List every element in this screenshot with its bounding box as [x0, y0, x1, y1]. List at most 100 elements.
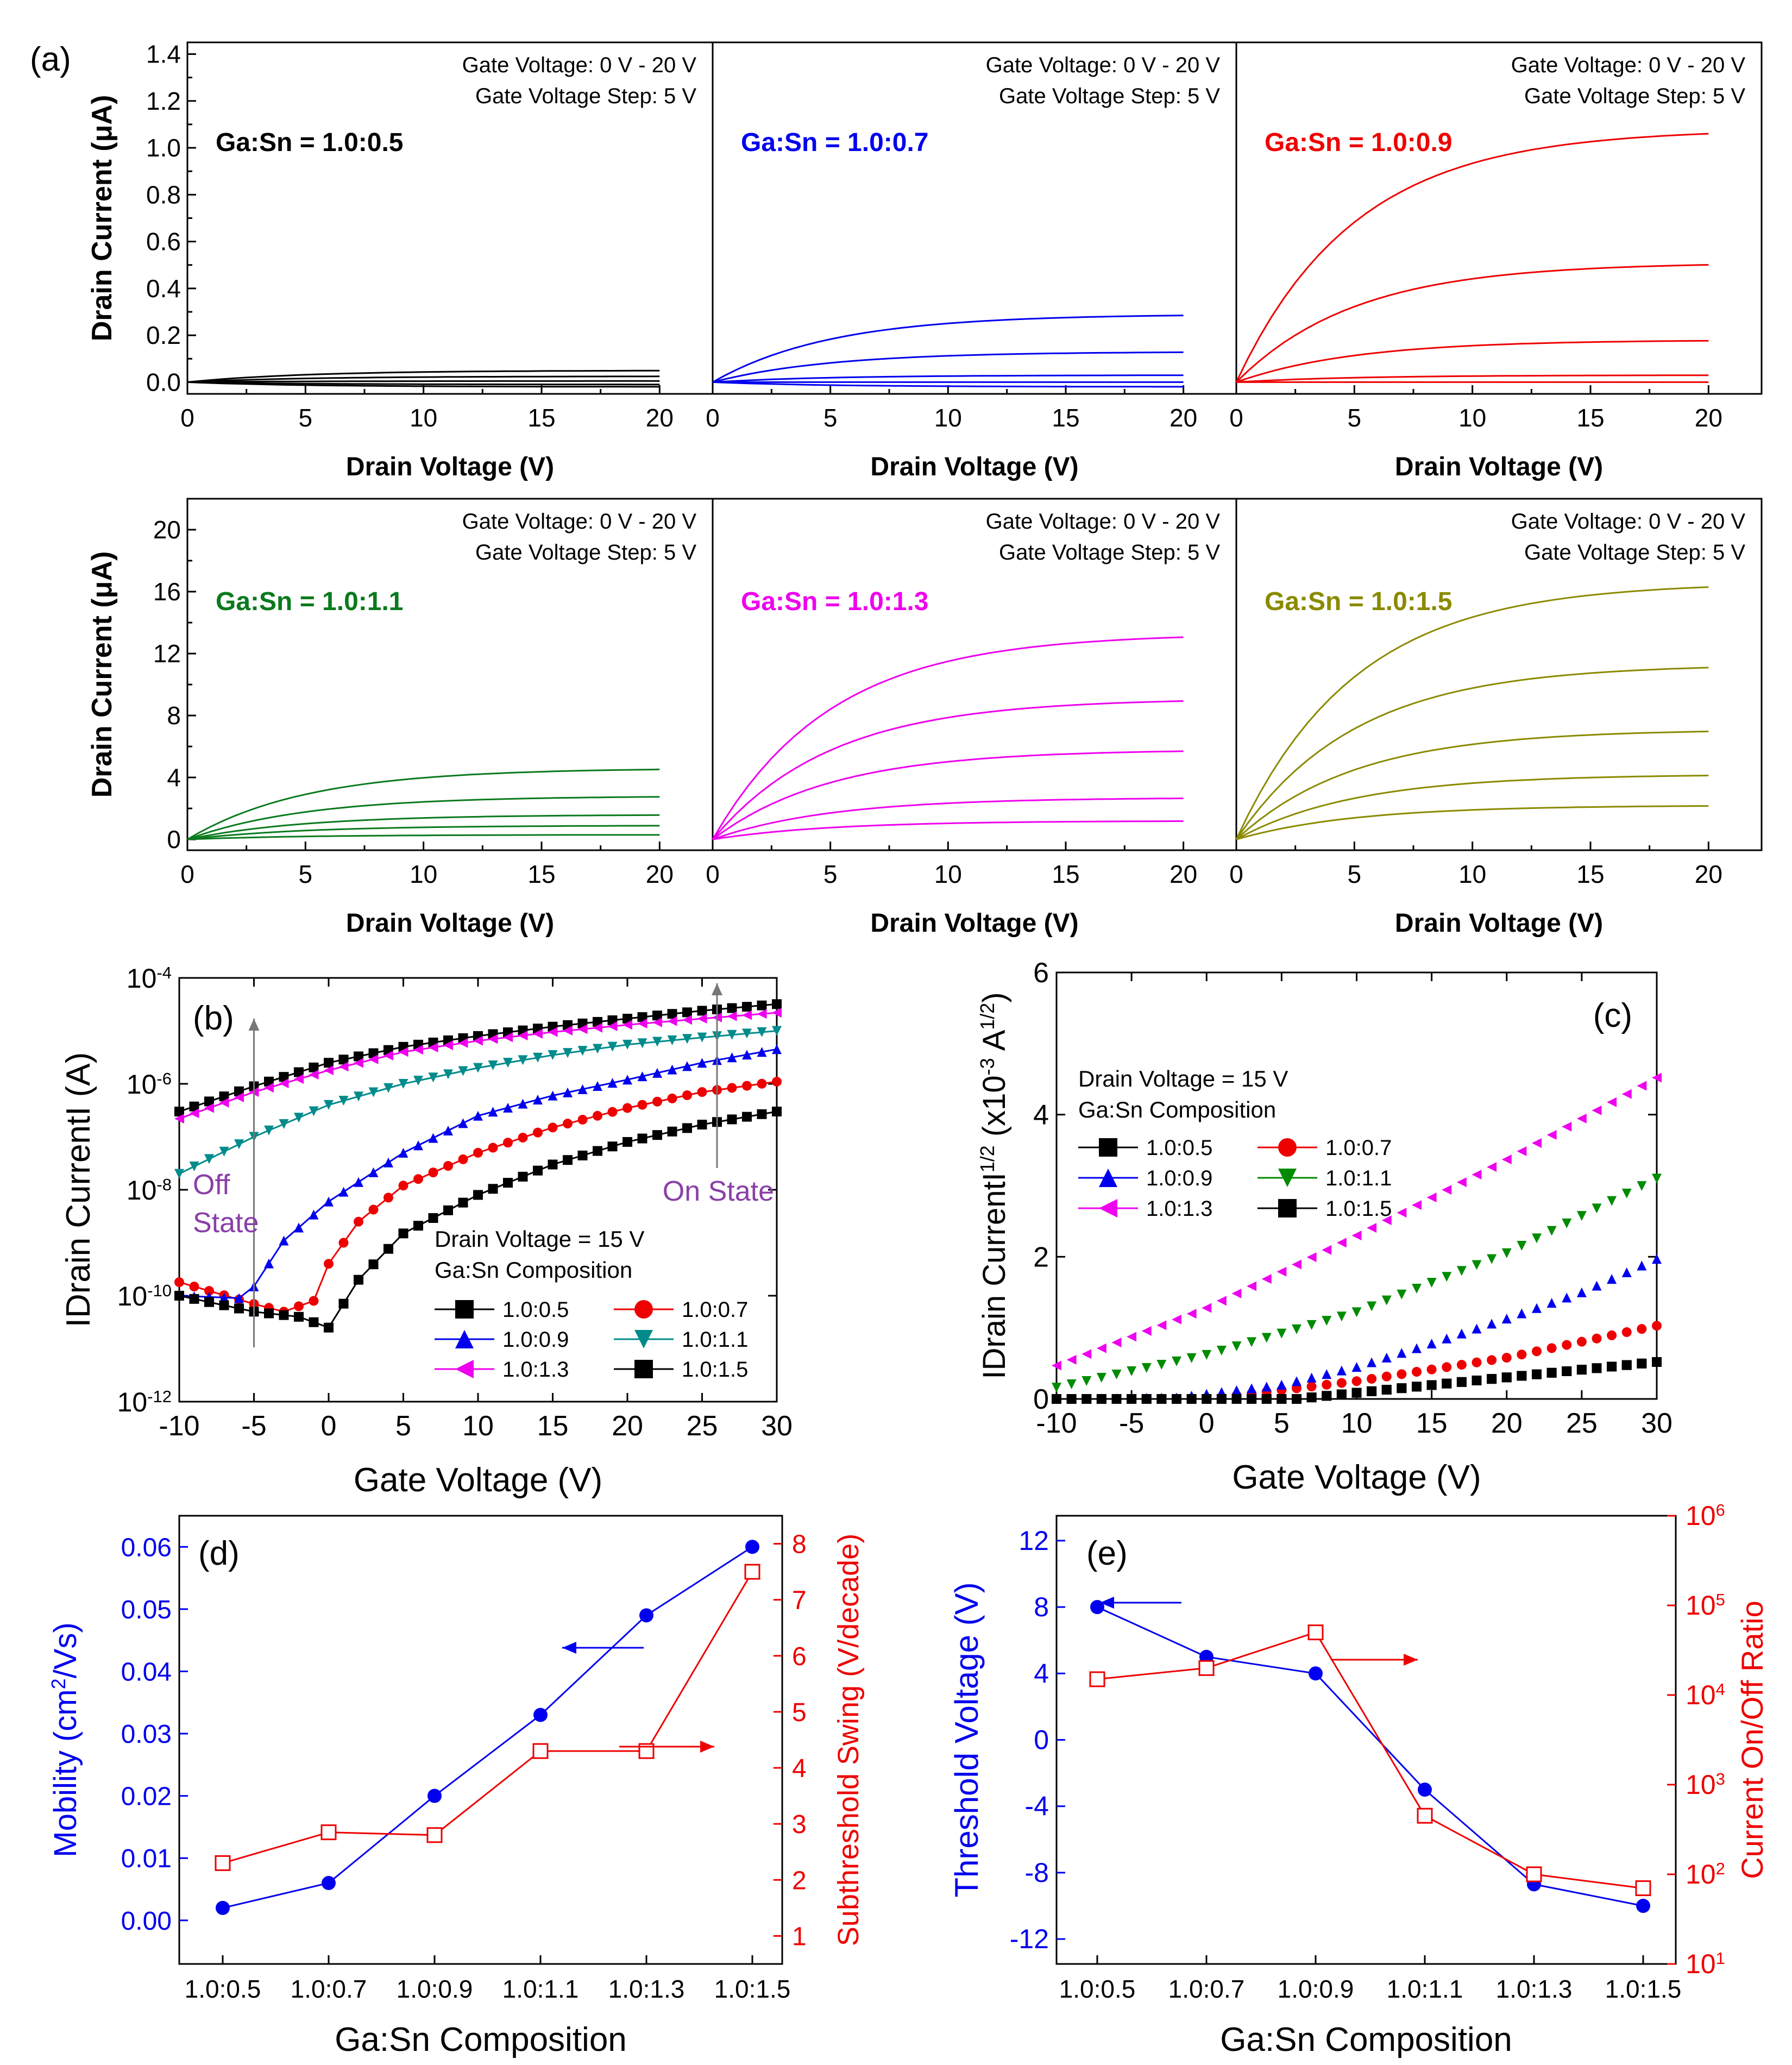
data-point — [1231, 1288, 1242, 1298]
data-point — [533, 1052, 543, 1063]
data-point — [503, 1178, 513, 1188]
legend-marker — [1278, 1169, 1297, 1187]
data-point — [338, 1055, 349, 1065]
y-tick-label-left: 0.01 — [121, 1844, 172, 1873]
data-point — [697, 1087, 707, 1097]
data-point — [1247, 1337, 1257, 1347]
data-point — [772, 1076, 782, 1087]
data-point — [428, 1072, 438, 1083]
data-point — [1501, 1248, 1512, 1258]
gate-voltage-step: Gate Voltage Step: 5 V — [999, 84, 1220, 108]
data-point — [1216, 1296, 1227, 1306]
data-point — [488, 1034, 498, 1044]
data-point — [1487, 1319, 1497, 1329]
data-point — [368, 1054, 379, 1064]
data-point — [458, 1154, 468, 1164]
plot-frame-e — [1055, 1515, 1677, 1965]
data-point — [593, 1146, 602, 1156]
data-point — [1367, 1223, 1377, 1233]
data-point — [174, 1169, 184, 1179]
data-point — [548, 1122, 558, 1133]
label-part: 10 — [1686, 1680, 1716, 1710]
data-point — [1487, 1254, 1497, 1264]
label-part: 2 — [1716, 1859, 1725, 1878]
data-point — [1412, 1200, 1422, 1210]
data-point — [548, 1027, 558, 1037]
data-point — [667, 1016, 677, 1026]
data-point — [1607, 1274, 1617, 1284]
y-tick-label: 8 — [167, 701, 181, 730]
data-point — [607, 1141, 618, 1152]
data-point — [682, 1007, 692, 1018]
data-point — [1501, 1353, 1512, 1363]
data-point — [264, 1076, 274, 1087]
y-tick-label: 12 — [153, 639, 181, 668]
legend-marker — [455, 1360, 474, 1378]
data-point — [1172, 1394, 1181, 1404]
data-point — [1532, 1346, 1542, 1357]
series-line — [222, 1571, 753, 1864]
x-tick-label: 5 — [823, 404, 838, 432]
data-point — [1381, 1371, 1392, 1382]
label-part: -8 — [156, 1175, 172, 1194]
data-point — [1417, 1807, 1433, 1824]
data-point — [563, 1087, 573, 1097]
data-point — [354, 1058, 363, 1068]
legend-label: 1.0:1.3 — [502, 1358, 569, 1382]
data-point — [443, 1205, 453, 1215]
y-tick-label: 0.2 — [146, 321, 181, 349]
data-point — [1141, 1394, 1152, 1404]
data-point — [1517, 1241, 1527, 1251]
data-point — [1261, 1394, 1272, 1404]
data-point — [368, 1259, 379, 1270]
label-part: 10 — [117, 1387, 148, 1417]
data-point — [1261, 1382, 1272, 1392]
data-point — [294, 1301, 304, 1311]
x-axis-label: Drain Voltage (V) — [346, 909, 554, 938]
data-point — [1546, 1226, 1557, 1236]
data-point — [1306, 1252, 1317, 1263]
data-point — [1202, 1350, 1212, 1360]
data-point — [1637, 1260, 1647, 1271]
data-point — [1412, 1367, 1422, 1377]
data-point — [1456, 1266, 1467, 1276]
data-point — [757, 1027, 767, 1037]
x-tick-label: 20 — [1695, 404, 1722, 432]
label-part: 10 — [127, 1175, 157, 1206]
panel-label-a: (a) — [30, 41, 71, 78]
data-point — [533, 1028, 543, 1039]
data-point — [1501, 1372, 1512, 1383]
data-point — [383, 1244, 393, 1254]
data-point — [623, 1014, 632, 1024]
data-point — [413, 1140, 423, 1151]
y-tick-label-left: 0 — [1034, 1725, 1049, 1755]
data-point — [697, 1032, 707, 1043]
data-point — [1052, 1360, 1061, 1371]
data-point — [1621, 1188, 1632, 1198]
data-point — [667, 1035, 677, 1045]
plot-frame — [186, 498, 1763, 851]
data-point — [1306, 1320, 1317, 1330]
data-point — [1216, 1394, 1227, 1404]
data-point — [563, 1048, 573, 1058]
data-point — [623, 1103, 632, 1113]
data-point — [1351, 1231, 1362, 1241]
data-point — [1592, 1363, 1602, 1373]
y-tick-label: 20 — [153, 516, 181, 544]
label-part: -12 — [147, 1387, 172, 1406]
data-point — [1322, 1245, 1332, 1255]
data-point — [697, 1120, 707, 1130]
y-tick-label-left: -12 — [1010, 1924, 1049, 1954]
x-tick-label: 5 — [1274, 1408, 1290, 1439]
label-part: 10 — [1686, 1501, 1716, 1531]
data-point — [309, 1106, 319, 1116]
data-point — [354, 1177, 363, 1187]
x-tick-label: 15 — [1576, 404, 1604, 432]
label-part: 10 — [127, 1069, 157, 1100]
x-tick-label: 1.0:1.5 — [1605, 1975, 1682, 2003]
off-state-label: State — [193, 1207, 259, 1239]
data-point — [1621, 1327, 1632, 1338]
y-tick-label-left: -4 — [1025, 1791, 1049, 1822]
panel-label-c: (c) — [1593, 997, 1632, 1034]
